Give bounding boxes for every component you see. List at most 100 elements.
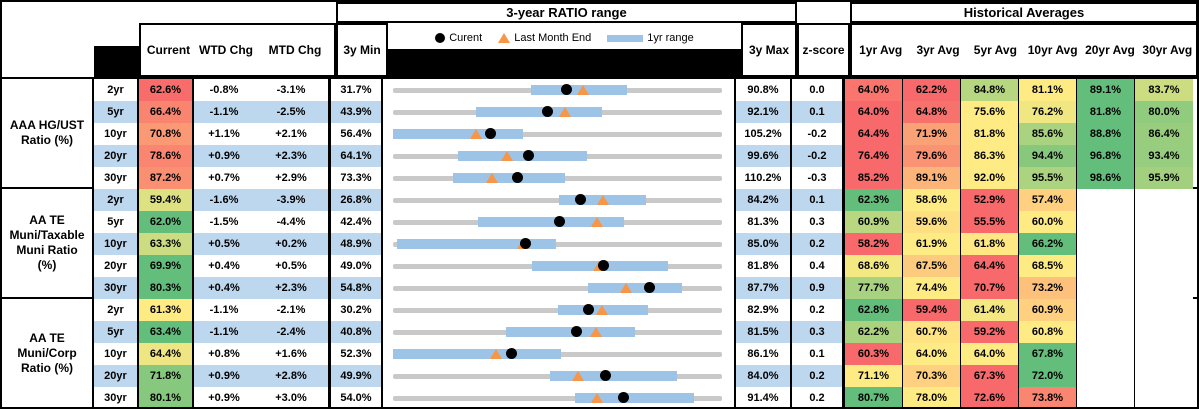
cell-current: 87.2%: [139, 167, 194, 189]
cell-30yr-avg: [1135, 233, 1193, 255]
group-label-line: Muni/Taxable: [9, 228, 85, 242]
current-marker: [542, 106, 553, 117]
last-month-end-marker: [590, 327, 603, 337]
range-chart: [383, 145, 736, 167]
table-row: 5yr 66.4% -1.1% -2.5% 43.9% 92.1% 0.1 64.0% 64.8…: [94, 101, 1197, 123]
cell-5yr-avg: 67.3%: [961, 365, 1019, 387]
table-row: 10yr 64.4% +0.8% +1.6% 52.3% 86.1% 0.1 60.3% 64.…: [94, 343, 1197, 365]
cell-20yr-avg: 81.8%: [1077, 101, 1135, 123]
cell-3y-max: 84.0%: [736, 365, 792, 387]
cell-z-score: 0.2: [792, 233, 845, 255]
cell-5yr-avg: 55.5%: [961, 211, 1019, 233]
cell-3y-min: 49.0%: [331, 255, 383, 277]
cell-3y-min: 43.9%: [331, 101, 383, 123]
cell-tenor: 20yr: [94, 255, 139, 277]
cell-20yr-avg: [1077, 387, 1135, 407]
cell-3y-min: 64.1%: [331, 145, 383, 167]
cell-20yr-avg: 89.1%: [1077, 79, 1135, 101]
cell-20yr-avg: [1077, 321, 1135, 343]
cell-tenor: 5yr: [94, 101, 139, 123]
cell-20yr-avg: [1077, 277, 1135, 299]
cell-current: 59.4%: [139, 189, 194, 211]
cell-10yr-avg: 57.4%: [1019, 189, 1077, 211]
range-chart: [383, 387, 736, 407]
cell-3y-min: 40.8%: [331, 321, 383, 343]
cell-30yr-avg: [1135, 255, 1193, 277]
cell-20yr-avg: [1077, 189, 1135, 211]
cell-1yr-avg: 62.3%: [845, 189, 903, 211]
cell-3y-max: 91.4%: [736, 387, 792, 407]
cell-10yr-avg: 60.8%: [1019, 321, 1077, 343]
range-track: [393, 242, 722, 247]
cell-20yr-avg: [1077, 343, 1135, 365]
table-row: 20yr 78.6% +0.9% +2.3% 64.1% 99.6% -0.2 76.4% 79…: [94, 145, 1197, 167]
col-header-3y-max: 3y Max: [741, 23, 797, 77]
range-chart: [383, 299, 736, 321]
cell-3y-max: 99.6%: [736, 145, 792, 167]
cell-5yr-avg: 72.6%: [961, 387, 1019, 407]
cell-3y-max: 92.1%: [736, 101, 792, 123]
cell-tenor: 5yr: [94, 211, 139, 233]
cell-z-score: 0.1: [792, 343, 845, 365]
cell-20yr-avg: [1077, 211, 1135, 233]
one-year-range-bar: [476, 107, 603, 117]
one-year-range-bar: [478, 217, 625, 227]
legend-last-month: Last Month End: [498, 32, 591, 44]
last-month-end-marker: [470, 129, 483, 139]
table-row: 10yr 70.8% +1.1% +2.1% 56.4% 105.2% -0.2 64.4% 7…: [94, 123, 1197, 145]
cell-1yr-avg: 62.2%: [845, 321, 903, 343]
current-marker: [618, 392, 630, 403]
cell-3y-min: 42.4%: [331, 211, 383, 233]
cell-10yr-avg: 81.1%: [1019, 79, 1077, 101]
cell-3y-min: 49.9%: [331, 365, 383, 387]
group-label-line: AA TE: [29, 330, 65, 345]
cell-tenor: 10yr: [94, 343, 139, 365]
cell-3yr-avg: 59.4%: [903, 299, 961, 321]
cell-30yr-avg: [1135, 343, 1193, 365]
cell-5yr-avg: 64.0%: [961, 343, 1019, 365]
current-dot-icon: [435, 33, 446, 43]
group-label-line: AAA HG/UST: [9, 118, 85, 132]
cell-3yr-avg: 61.9%: [903, 233, 961, 255]
cell-z-score: 0.2: [792, 387, 845, 407]
last-month-end-marker: [489, 349, 502, 359]
legend-current: Curent: [435, 32, 482, 44]
cell-z-score: 0.9: [792, 277, 845, 299]
cell-mtd-chg: +0.5%: [254, 255, 331, 277]
cell-3y-min: 31.7%: [331, 79, 383, 101]
table-row: 10yr 63.3% +0.5% +0.2% 48.9% 85.0% 0.2 58.2% 61.…: [94, 233, 1197, 255]
current-marker: [600, 370, 612, 381]
cell-10yr-avg: 94.4%: [1019, 145, 1077, 167]
one-year-range-bar: [575, 393, 694, 403]
group-label: AAA HG/UST Ratio (%): [2, 79, 94, 187]
group-label-line: Ratio (%): [21, 360, 73, 375]
cell-mtd-chg: +2.9%: [254, 167, 331, 189]
cell-mtd-chg: -4.4%: [254, 211, 331, 233]
cell-current: 63.4%: [139, 321, 194, 343]
cell-3yr-avg: 79.6%: [903, 145, 961, 167]
cell-10yr-avg: 60.0%: [1019, 211, 1077, 233]
cell-3yr-avg: 71.9%: [903, 123, 961, 145]
cell-3y-max: 105.2%: [736, 123, 792, 145]
cell-20yr-avg: [1077, 365, 1135, 387]
cell-tenor: 20yr: [94, 365, 139, 387]
col-header-wtd-chg: WTD Chg: [199, 43, 253, 57]
cell-z-score: 0.2: [792, 299, 845, 321]
last-month-end-marker: [591, 217, 604, 227]
cell-3y-max: 90.8%: [736, 79, 792, 101]
cell-z-score: 0.1: [792, 189, 845, 211]
cell-z-score: 0.4: [792, 255, 845, 277]
cell-30yr-avg: [1135, 321, 1193, 343]
cell-30yr-avg: [1135, 211, 1193, 233]
group-label-line: AA TE: [29, 213, 65, 227]
cell-mtd-chg: +3.0%: [254, 387, 331, 407]
cell-wtd-chg: +0.8%: [194, 343, 254, 365]
last-month-end-marker: [485, 173, 498, 183]
group-label-line: Muni Ratio: [16, 243, 78, 257]
cell-wtd-chg: +0.4%: [194, 277, 254, 299]
cell-wtd-chg: -1.1%: [194, 321, 254, 343]
cell-current: 63.3%: [139, 233, 194, 255]
cell-3y-min: 73.3%: [331, 167, 383, 189]
cell-wtd-chg: +0.9%: [194, 145, 254, 167]
